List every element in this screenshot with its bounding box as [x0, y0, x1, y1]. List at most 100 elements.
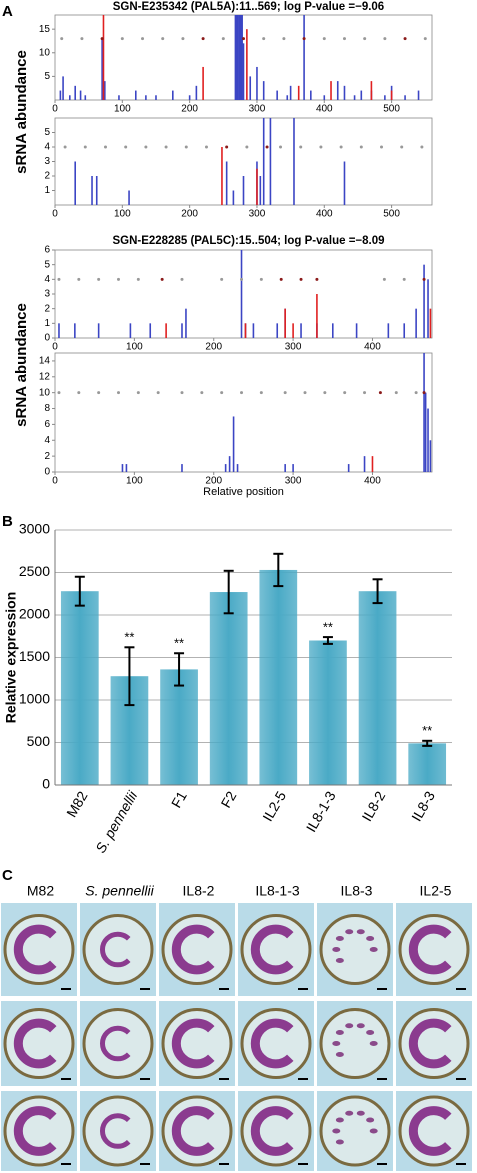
- stem-section: [82, 1008, 154, 1079]
- phase-dot: [299, 145, 303, 149]
- phase-dot: [359, 145, 363, 149]
- scale-bar: [219, 988, 229, 990]
- vascular-ring: [13, 924, 57, 975]
- phase-dot: [422, 277, 426, 281]
- bar: [309, 640, 347, 785]
- x-tick-label: S. pennellii: [92, 788, 141, 856]
- x-tick-label: 0: [52, 209, 58, 220]
- y-tick-label: 15: [39, 24, 51, 35]
- y-tick-label: 4: [44, 435, 50, 446]
- vascular-bundle: [332, 947, 341, 952]
- phase-dot: [200, 391, 204, 395]
- y-tick-label: 500: [27, 733, 51, 749]
- y-axis-label: Relative expression: [3, 592, 19, 724]
- phase-dot: [100, 37, 104, 41]
- vascular-bundle: [335, 1051, 344, 1057]
- vascular-ring: [250, 924, 294, 975]
- scale-bar: [140, 1163, 150, 1165]
- phase-dot: [204, 145, 208, 149]
- phase-dot: [378, 391, 382, 395]
- scale-bar: [456, 1078, 466, 1080]
- x-tick-label: M82: [63, 788, 91, 820]
- vascular-bundle: [332, 1128, 341, 1134]
- phase-dot: [83, 145, 87, 149]
- x-tick-label: F1: [168, 788, 190, 810]
- scale-bar: [456, 988, 466, 990]
- vascular-ring: [408, 1018, 452, 1069]
- x-tick-label: 0: [52, 342, 58, 353]
- phase-dot: [299, 277, 303, 281]
- scale-bar: [298, 1078, 308, 1080]
- x-tick-label: IL8-1-3: [303, 788, 339, 835]
- vascular-bundle: [369, 1041, 378, 1046]
- y-tick-label: 10: [39, 387, 51, 398]
- vascular-bundle: [366, 1030, 375, 1036]
- y-tick-label: 2: [44, 451, 50, 462]
- vascular-bundle: [366, 936, 375, 942]
- vascular-ring: [100, 1025, 131, 1062]
- y-tick-label: 5: [44, 127, 50, 138]
- bar: [60, 591, 99, 785]
- stem-section: [82, 914, 154, 985]
- phase-dot: [161, 37, 165, 41]
- vascular-ring: [13, 1018, 57, 1069]
- vascular-bundle: [356, 929, 365, 935]
- phase-dot: [302, 37, 306, 41]
- x-tick-label: 500: [383, 209, 400, 220]
- vascular-ring: [250, 1018, 294, 1069]
- x-tick-label: IL8-2: [359, 788, 389, 824]
- x-tick-label: 200: [181, 104, 198, 115]
- y-tick-label: 14: [39, 356, 51, 367]
- phase-dot: [422, 391, 426, 395]
- phase-dot: [63, 145, 67, 149]
- y-tick-label: 0: [44, 333, 50, 344]
- phase-dot: [240, 391, 244, 395]
- phase-dot: [144, 145, 148, 149]
- vascular-ring: [100, 1113, 131, 1149]
- vascular-bundle: [369, 947, 378, 952]
- phase-dot: [265, 145, 269, 149]
- phase-dot: [414, 391, 418, 395]
- column-label: IL2-5: [420, 883, 452, 899]
- column-label: IL8-1-3: [255, 883, 300, 899]
- phase-dot: [242, 37, 245, 41]
- y-tick-label: 1: [44, 185, 50, 196]
- column-label: S. pennellii: [85, 883, 154, 899]
- vascular-ring: [171, 1018, 215, 1069]
- x-tick-label: 200: [181, 209, 198, 220]
- panel-label: C: [2, 867, 13, 884]
- bar: [259, 569, 298, 785]
- y-tick-label: 4: [44, 142, 50, 153]
- chart-title: SGN-E235342 (PAL5A):11..569; log P-value…: [113, 1, 384, 13]
- vascular-bundle: [335, 1030, 344, 1036]
- phase-dot: [259, 391, 263, 395]
- x-tick-label: 0: [52, 476, 58, 487]
- x-tick-label: IL8-3: [408, 788, 438, 824]
- x-tick-label: 400: [316, 104, 333, 115]
- column-label: IL8-3: [341, 883, 373, 899]
- scale-bar: [456, 1163, 466, 1165]
- phase-dot: [136, 391, 140, 395]
- phase-dot: [220, 277, 224, 281]
- x-tick-label: 100: [126, 342, 143, 353]
- y-tick-label: 1000: [19, 691, 50, 707]
- x-tick-label: 500: [383, 104, 400, 115]
- phase-dot: [343, 391, 347, 395]
- scale-bar: [140, 1078, 150, 1080]
- phase-dot: [220, 391, 224, 395]
- phase-dot: [403, 37, 407, 41]
- phase-dot: [342, 37, 346, 41]
- phase-dot: [383, 37, 387, 41]
- x-tick-label: 0: [52, 104, 58, 115]
- phase-dot: [136, 277, 140, 281]
- y-tick-label: 6: [44, 419, 50, 430]
- y-tick-label: 3000: [19, 521, 50, 537]
- phase-dot: [322, 37, 326, 41]
- phase-dot: [77, 391, 81, 395]
- x-tick-label: 200: [205, 342, 222, 353]
- x-tick-label: 100: [126, 476, 143, 487]
- phase-dot: [245, 145, 249, 149]
- x-tick-label: 200: [205, 476, 222, 487]
- phase-dot: [363, 37, 367, 41]
